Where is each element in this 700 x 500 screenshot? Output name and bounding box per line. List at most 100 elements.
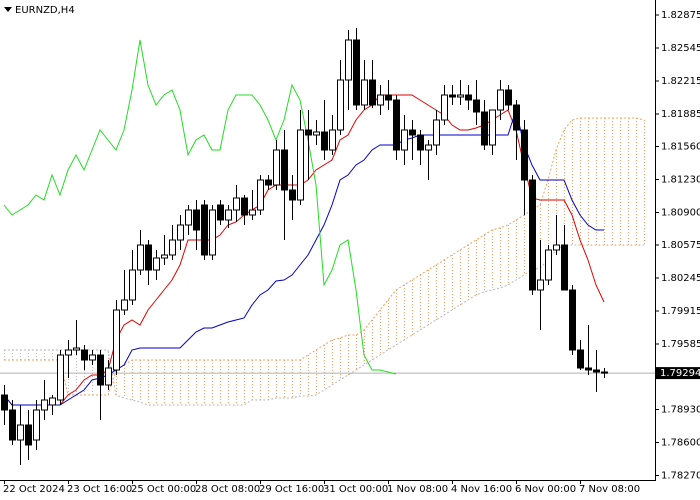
candle-body xyxy=(129,269,136,301)
y-tick-label: 1.81560 xyxy=(661,142,700,153)
candle-body xyxy=(209,209,216,256)
y-tick-label: 1.80245 xyxy=(661,273,700,284)
y-tick-label: 1.78600 xyxy=(661,438,700,449)
span-b-line xyxy=(4,244,644,406)
candle-body xyxy=(105,367,112,386)
candle-body xyxy=(401,129,408,151)
candle-body xyxy=(545,249,552,281)
candle-body xyxy=(297,129,304,201)
candle-body xyxy=(329,129,336,151)
candle-body xyxy=(593,369,600,373)
candle-body xyxy=(257,179,264,211)
x-tick-label: 22 Oct 2024 xyxy=(3,484,65,495)
y-tick-label: 1.79915 xyxy=(661,306,700,317)
candle-body xyxy=(361,79,368,106)
indicator-line xyxy=(3,39,397,375)
candle-body xyxy=(201,204,208,256)
y-tick-label: 1.82875 xyxy=(661,10,700,21)
candle-body xyxy=(25,424,32,446)
candle-body xyxy=(193,209,200,231)
candle-body xyxy=(137,244,144,271)
candle-body xyxy=(385,94,392,101)
candle-body xyxy=(289,189,296,201)
candle-body xyxy=(153,257,160,271)
candle-body xyxy=(601,371,608,374)
plot-area xyxy=(0,28,655,465)
candle-body xyxy=(345,39,352,81)
candle-body xyxy=(313,131,320,136)
y-tick-label: 1.81885 xyxy=(661,109,700,120)
candle-body xyxy=(369,79,376,106)
candle-body xyxy=(449,94,456,98)
candle-body xyxy=(569,289,576,351)
candle-body xyxy=(393,99,400,151)
candle-body xyxy=(305,129,312,136)
candle-body xyxy=(113,309,120,371)
candle-body xyxy=(553,244,560,251)
candle-body xyxy=(121,299,128,311)
chart-title: EURNZD,H4 xyxy=(15,5,75,16)
x-tick-label: 31 Oct 00:00 xyxy=(323,484,388,495)
candle-body xyxy=(265,179,272,186)
candle-body xyxy=(457,94,464,98)
candle-body xyxy=(577,349,584,369)
current-price-label: 1.79294 xyxy=(660,368,700,379)
y-tick-label: 1.82215 xyxy=(661,76,700,87)
current-price-box xyxy=(656,367,700,380)
candle-body xyxy=(33,409,40,441)
candle-body xyxy=(81,349,88,361)
candle-body xyxy=(73,347,80,351)
candle-body xyxy=(465,94,472,101)
candle-body xyxy=(353,39,360,106)
candle-body xyxy=(561,244,568,291)
y-tick-label: 1.82545 xyxy=(661,43,700,54)
candle-body xyxy=(185,209,192,226)
x-tick-label: 6 Nov 00:00 xyxy=(515,484,576,495)
candle-body xyxy=(513,104,520,131)
y-tick-label: 1.78270 xyxy=(661,471,700,482)
candle-body xyxy=(425,144,432,151)
span-a-line xyxy=(4,117,645,396)
candle-body xyxy=(17,424,24,441)
candle-body xyxy=(217,204,224,221)
y-tick-label: 1.80575 xyxy=(661,240,700,251)
candle-body xyxy=(161,254,168,259)
x-tick-label: 1 Nov 08:00 xyxy=(387,484,448,495)
candle-body xyxy=(65,349,72,356)
candle-body xyxy=(97,354,104,386)
symbol-menu-icon[interactable] xyxy=(4,7,12,12)
y-tick-label: 1.79585 xyxy=(661,339,700,350)
candle-body xyxy=(377,94,384,106)
candle-body xyxy=(585,367,592,371)
candle-body xyxy=(241,197,248,216)
candle-body xyxy=(529,179,536,291)
candle-body xyxy=(249,209,256,216)
x-tick-label: 4 Nov 16:00 xyxy=(451,484,512,495)
x-tick-label: 7 Nov 08:00 xyxy=(579,484,640,495)
candle-body xyxy=(233,197,240,211)
candle-body xyxy=(145,244,152,271)
x-tick-label: 23 Oct 16:00 xyxy=(67,484,132,495)
candle-body xyxy=(433,119,440,146)
candle-body xyxy=(57,354,64,401)
candle-body xyxy=(337,79,344,131)
y-tick-label: 1.78930 xyxy=(661,405,700,416)
candle-body xyxy=(225,209,232,221)
y-tick-label: 1.81230 xyxy=(661,175,700,186)
candle-body xyxy=(521,129,528,181)
candle-body xyxy=(489,109,496,146)
candle-body xyxy=(169,239,176,256)
candle-body xyxy=(281,149,288,191)
candle-body xyxy=(505,89,512,106)
candle-body xyxy=(89,354,96,361)
candle-body xyxy=(409,129,416,136)
candle-body xyxy=(177,224,184,241)
candle-body xyxy=(9,409,16,441)
candle-body xyxy=(41,399,48,411)
candle-body xyxy=(481,111,488,146)
x-tick-label: 25 Oct 00:00 xyxy=(131,484,196,495)
x-tick-label: 29 Oct 16:00 xyxy=(259,484,324,495)
candle-body xyxy=(321,131,328,151)
x-tick-label: 28 Oct 08:00 xyxy=(195,484,260,495)
candle-body xyxy=(537,279,544,291)
